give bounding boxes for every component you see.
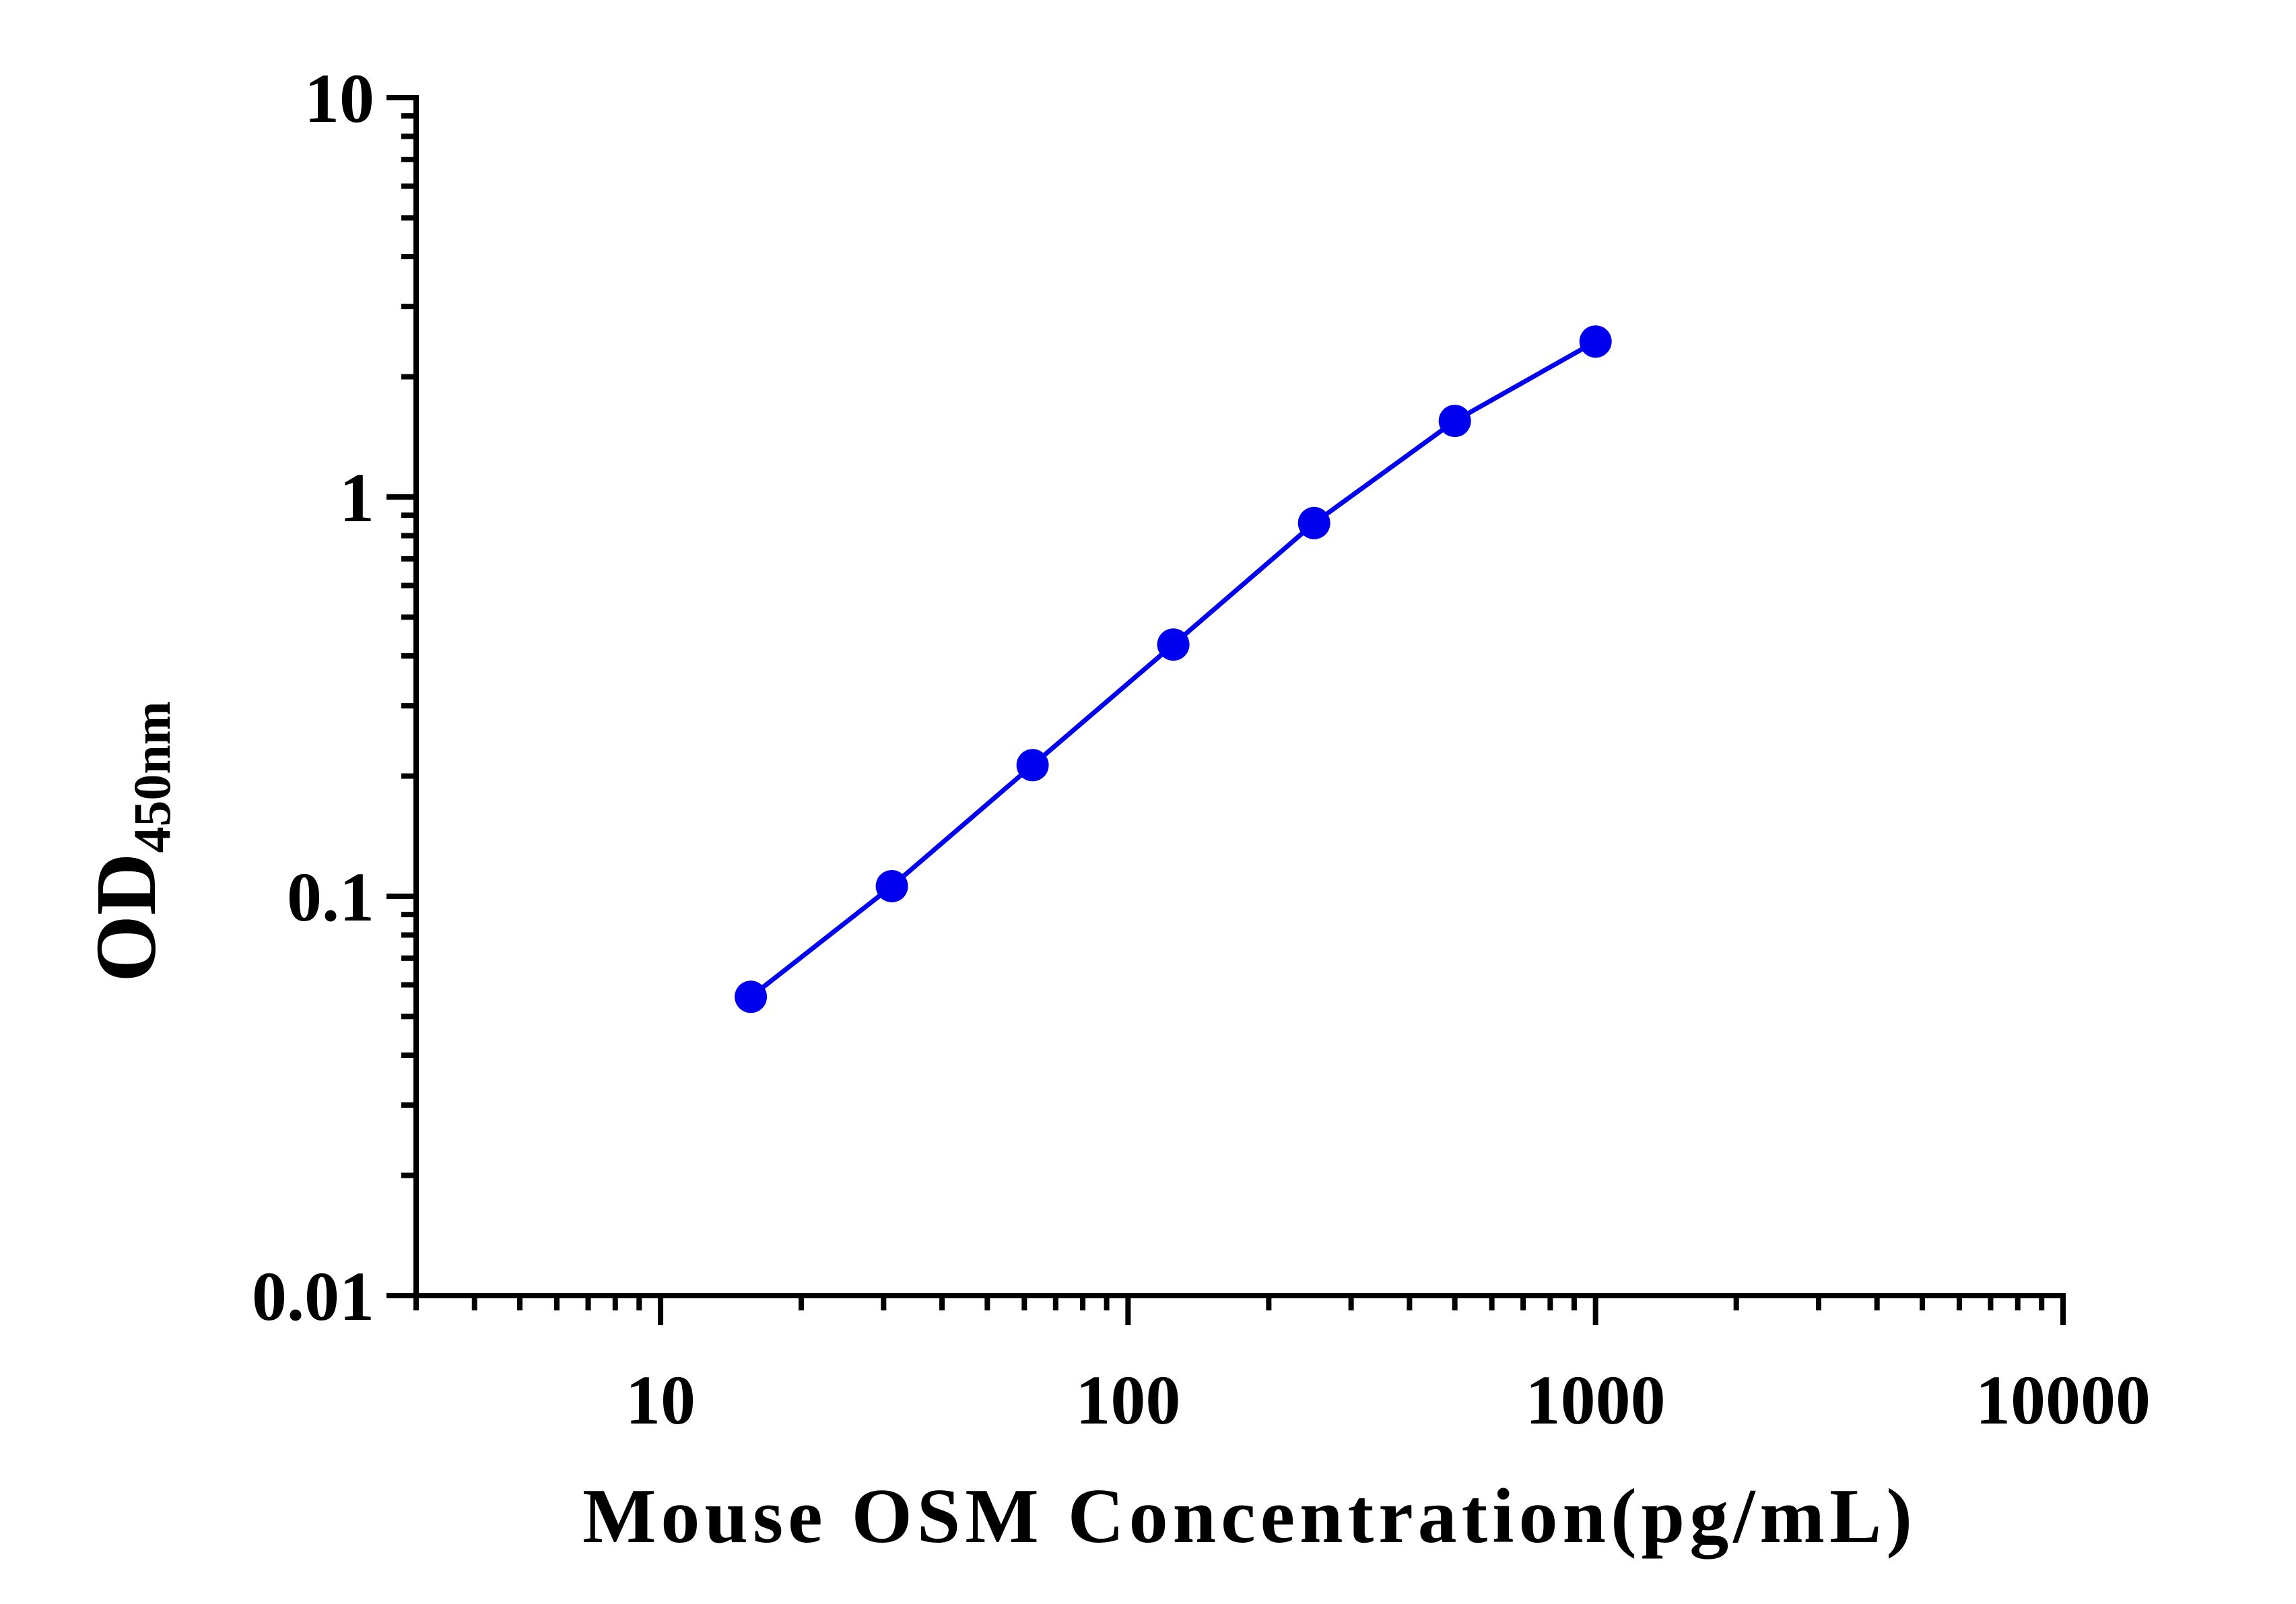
data-point (1579, 325, 1612, 358)
series-layer (735, 325, 1612, 1013)
data-point (1438, 405, 1471, 438)
y-tick-label: 0.1 (287, 859, 374, 936)
x-axis-title: Mouse OSM Concentration(pg/mL) (582, 1473, 1917, 1560)
x-tick-label: 100 (1075, 1362, 1180, 1439)
x-tick-label: 1000 (1526, 1362, 1666, 1439)
y-tick-label: 10 (304, 60, 374, 137)
data-point (735, 980, 768, 1013)
x-axis: 10 100 1000 10000 (413, 1293, 2151, 1439)
y-axis: 0.01 0.1 1 10 (252, 60, 419, 1335)
x-tick-label: 10 (626, 1362, 696, 1439)
data-point (875, 870, 908, 902)
series-line (749, 339, 1597, 999)
y-axis-title: OD450nm (78, 701, 181, 982)
data-point (1157, 628, 1190, 661)
y-axis-title-subscript: 450nm (123, 701, 181, 853)
data-point (1016, 749, 1049, 782)
svg-text:OD450nm: OD450nm (78, 701, 181, 982)
x-tick-label: 10000 (1976, 1362, 2151, 1439)
data-point (1297, 506, 1330, 539)
y-tick-label: 1 (339, 459, 374, 537)
y-tick-label: 0.01 (252, 1258, 374, 1335)
y-axis-title-main: OD (78, 853, 174, 982)
